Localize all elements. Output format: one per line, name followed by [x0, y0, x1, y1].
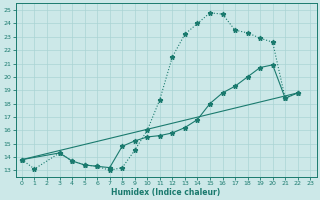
- X-axis label: Humidex (Indice chaleur): Humidex (Indice chaleur): [111, 188, 221, 197]
